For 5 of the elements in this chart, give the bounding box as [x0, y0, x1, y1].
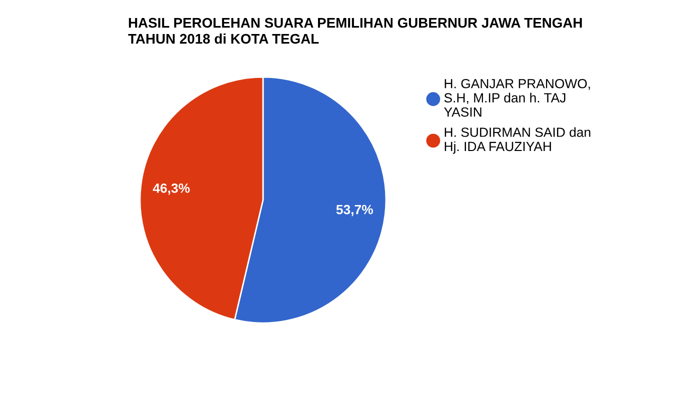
data-label: 53,7%	[336, 204, 373, 216]
data-label: 46,3%	[152, 184, 190, 195]
legend-label: H. SUDIRMAN SAID dan Hj. IDA FAUZIYAH	[444, 127, 590, 154]
chart-title: HASIL PEROLEHAN SUARA PEMILIHAN GUBERNUR JAWA TENGAH TAHUN 2018 di KOTA TEGAL	[128, 18, 582, 44]
legend-label: H. GANJAR PRANOWO, S.H, M.IP dan h. TAJ YASIN	[444, 78, 590, 117]
